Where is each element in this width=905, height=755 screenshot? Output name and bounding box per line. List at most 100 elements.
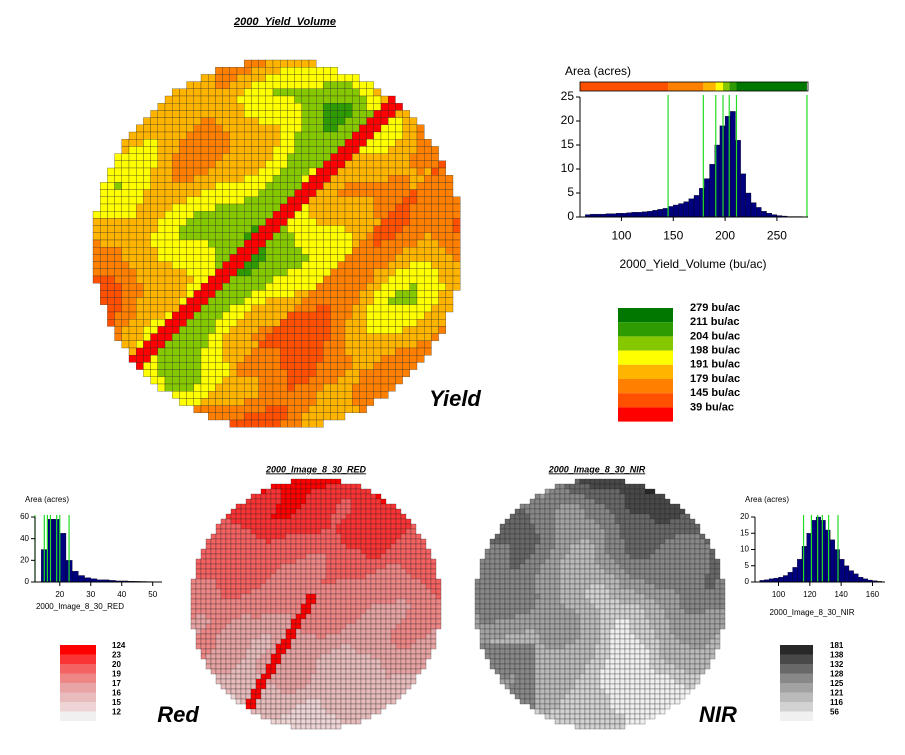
map-cell bbox=[529, 698, 536, 705]
map-cell bbox=[499, 663, 506, 670]
map-cell bbox=[315, 578, 322, 585]
map-cell bbox=[171, 376, 180, 385]
map-cell bbox=[207, 405, 216, 414]
map-cell bbox=[504, 598, 511, 605]
map-cell bbox=[534, 588, 541, 595]
map-cell bbox=[425, 578, 432, 585]
map-cell bbox=[220, 543, 227, 550]
map-cell bbox=[200, 261, 209, 270]
map-cell bbox=[402, 254, 411, 262]
map-cell bbox=[359, 182, 367, 190]
map-cell bbox=[179, 398, 187, 406]
map-cell bbox=[479, 623, 486, 630]
histogram-bar bbox=[605, 213, 612, 218]
map-cell bbox=[489, 578, 496, 585]
map-cell bbox=[200, 117, 209, 125]
map-cell bbox=[308, 196, 317, 205]
map-cell bbox=[355, 488, 362, 495]
map-cell bbox=[385, 613, 392, 620]
map-cell bbox=[245, 618, 252, 625]
map-cell bbox=[452, 196, 461, 205]
map-cell bbox=[245, 608, 252, 615]
map-cell bbox=[416, 347, 425, 356]
histogram-bar bbox=[657, 209, 664, 218]
map-cell bbox=[452, 218, 461, 226]
map-cell bbox=[519, 603, 526, 610]
map-cell bbox=[229, 347, 238, 356]
map-cell bbox=[529, 578, 536, 585]
map-cell bbox=[186, 232, 195, 241]
map-cell bbox=[301, 419, 310, 428]
map-cell bbox=[345, 503, 352, 510]
map-cell bbox=[305, 608, 312, 615]
map-cell bbox=[285, 593, 292, 600]
map-cell bbox=[255, 638, 262, 645]
map-cell bbox=[320, 553, 327, 560]
map-cell bbox=[157, 218, 166, 226]
map-cell bbox=[200, 268, 209, 277]
map-cell bbox=[402, 124, 411, 133]
map-cell bbox=[315, 718, 322, 725]
map-cell bbox=[395, 668, 402, 675]
map-cell bbox=[409, 138, 418, 147]
map-cell bbox=[344, 95, 353, 104]
map-cell bbox=[200, 333, 209, 342]
map-cell bbox=[308, 376, 317, 385]
map-cell bbox=[445, 210, 454, 219]
map-cell bbox=[524, 633, 531, 640]
map-cell bbox=[121, 203, 130, 212]
map-cell bbox=[114, 304, 122, 313]
map-cell bbox=[344, 347, 353, 356]
map-cell bbox=[250, 583, 257, 590]
map-cell bbox=[265, 340, 274, 349]
map-cell bbox=[380, 688, 387, 695]
map-cell bbox=[529, 518, 536, 525]
map-cell bbox=[559, 563, 566, 570]
map-cell bbox=[275, 578, 282, 585]
map-cell bbox=[250, 673, 257, 680]
map-cell bbox=[574, 623, 581, 630]
map-cell bbox=[260, 613, 267, 620]
map-cell bbox=[395, 182, 403, 190]
map-cell bbox=[243, 333, 252, 342]
map-cell bbox=[290, 538, 297, 545]
map-cell bbox=[323, 88, 331, 97]
map-cell bbox=[405, 613, 412, 620]
map-cell bbox=[549, 508, 556, 515]
map-cell bbox=[150, 138, 159, 147]
map-cell bbox=[265, 503, 272, 510]
map-cell bbox=[275, 708, 282, 715]
map-cell bbox=[519, 683, 526, 690]
map-cell bbox=[193, 232, 202, 241]
map-cell bbox=[245, 523, 252, 530]
map-cell bbox=[287, 398, 295, 406]
map-cell bbox=[380, 588, 387, 595]
map-cell bbox=[388, 347, 396, 356]
map-cell bbox=[385, 543, 392, 550]
map-cell bbox=[301, 398, 310, 406]
map-cell bbox=[385, 688, 392, 695]
map-cell bbox=[260, 523, 267, 530]
map-cell bbox=[222, 326, 231, 334]
map-cell bbox=[295, 613, 302, 620]
map-cell bbox=[390, 503, 397, 510]
map-cell bbox=[235, 663, 242, 670]
map-cell bbox=[164, 167, 173, 176]
map-cell bbox=[390, 538, 397, 545]
map-cell bbox=[416, 174, 425, 183]
map-cell bbox=[157, 160, 166, 169]
map-cell bbox=[330, 603, 337, 610]
map-cell bbox=[280, 493, 287, 500]
map-cell bbox=[350, 548, 357, 555]
map-cell bbox=[320, 683, 327, 690]
map-cell bbox=[186, 182, 195, 190]
map-cell bbox=[544, 668, 551, 675]
map-cell bbox=[128, 138, 137, 147]
map-cell bbox=[195, 583, 202, 590]
map-cell bbox=[207, 355, 216, 363]
map-cell bbox=[258, 304, 267, 313]
map-cell bbox=[504, 523, 511, 530]
map-cell bbox=[366, 102, 375, 111]
map-cell bbox=[325, 518, 332, 525]
map-cell bbox=[121, 297, 130, 306]
